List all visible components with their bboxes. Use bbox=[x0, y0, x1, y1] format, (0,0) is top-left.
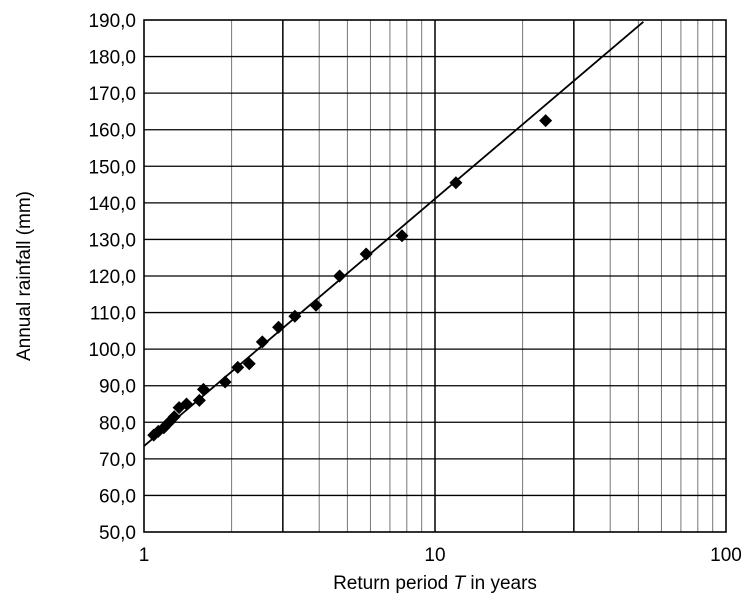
data-point bbox=[242, 357, 256, 371]
y-tick-label: 150,0 bbox=[88, 157, 136, 178]
data-point bbox=[288, 309, 302, 323]
data-point bbox=[309, 298, 323, 312]
data-point bbox=[449, 176, 463, 190]
x-axis-title: Return period T in years bbox=[333, 573, 537, 594]
x-axis-title-italic: T bbox=[453, 573, 466, 594]
data-point bbox=[272, 320, 286, 334]
data-points bbox=[147, 114, 553, 442]
data-point bbox=[167, 410, 181, 424]
data-point bbox=[218, 375, 232, 389]
x-axis-title-after: in years bbox=[465, 573, 537, 594]
y-tick-label: 100,0 bbox=[88, 340, 136, 361]
data-point bbox=[539, 114, 553, 128]
y-tick-label: 160,0 bbox=[88, 121, 136, 142]
y-tick-label: 60,0 bbox=[99, 486, 136, 507]
plot-frame bbox=[143, 19, 727, 533]
x-tick-label: 10 bbox=[424, 545, 445, 566]
data-point bbox=[180, 397, 194, 411]
x-axis-title-before: Return period bbox=[333, 573, 453, 594]
y-tick-labels: 50,0 60,0 70,0 80,0 90,0 100,0 110,0 120,0 130,0… bbox=[88, 11, 136, 544]
y-tick-label: 170,0 bbox=[88, 84, 136, 105]
y-tick-label: 110,0 bbox=[90, 304, 136, 325]
data-point bbox=[255, 335, 269, 349]
grid bbox=[144, 20, 726, 532]
data-point bbox=[333, 269, 347, 283]
data-point bbox=[192, 393, 206, 407]
data-point bbox=[395, 229, 409, 243]
y-tick-label: 130,0 bbox=[88, 230, 136, 251]
y-tick-label: 180,0 bbox=[88, 48, 136, 69]
x-tick-label: 100 bbox=[710, 545, 742, 566]
data-point bbox=[196, 382, 210, 396]
y-tick-label: 50,0 bbox=[99, 523, 136, 544]
y-tick-label: 90,0 bbox=[99, 377, 136, 398]
x-tick-labels: 1 10 100 bbox=[139, 545, 742, 566]
x-tick-label: 1 bbox=[139, 545, 150, 566]
data-point bbox=[359, 247, 373, 261]
data-point bbox=[231, 360, 245, 374]
y-tick-label: 80,0 bbox=[99, 413, 136, 434]
fit-line bbox=[143, 21, 644, 447]
y-tick-label: 140,0 bbox=[88, 194, 136, 215]
fit-line-layer bbox=[143, 21, 644, 447]
y-tick-label: 120,0 bbox=[88, 267, 136, 288]
y-tick-label: 70,0 bbox=[99, 450, 136, 471]
y-axis-title: Annual rainfall (mm) bbox=[14, 191, 35, 361]
y-tick-label: 190,0 bbox=[88, 11, 136, 32]
